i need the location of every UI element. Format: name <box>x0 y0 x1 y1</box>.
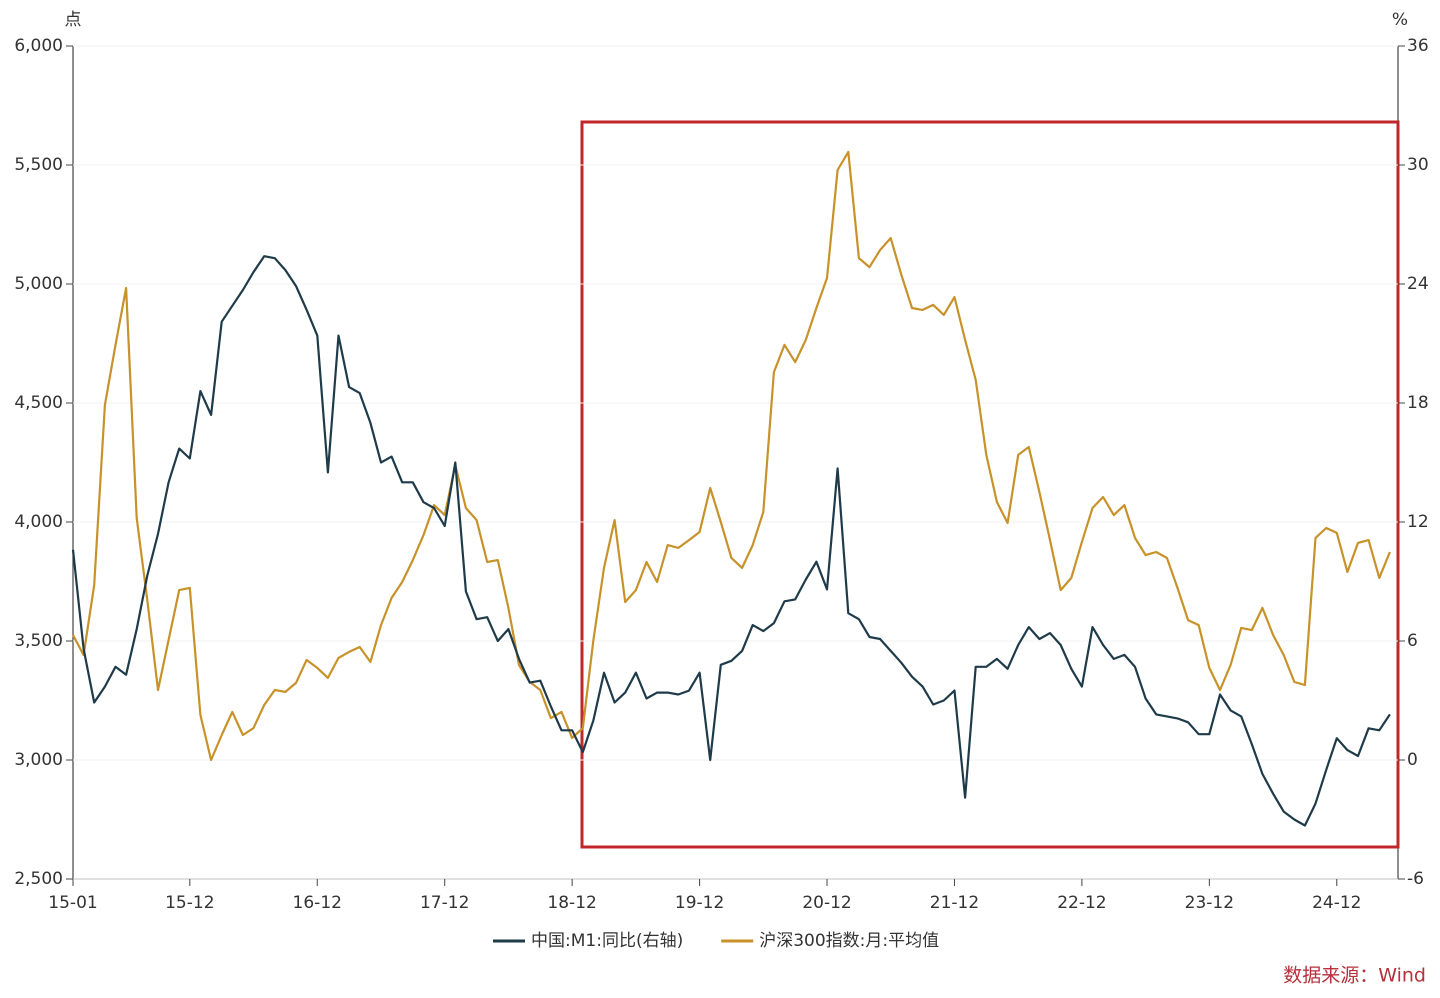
highlight-box <box>580 120 1400 849</box>
y2-unit: % <box>1392 10 1408 30</box>
y-tick-label: 2,500 <box>14 869 63 889</box>
legend-label: 中国:M1:同比(右轴) <box>531 931 683 951</box>
y2-tick-label: 24 <box>1407 274 1429 294</box>
x-tick-label: 24-12 <box>1312 893 1361 913</box>
x-tick-label: 20-12 <box>802 893 851 913</box>
source-note: 数据来源：Wind <box>1283 965 1426 987</box>
y2-tick-label: 30 <box>1407 155 1429 175</box>
x-tick-label: 21-12 <box>930 893 979 913</box>
x-tick-label: 22-12 <box>1057 893 1106 913</box>
y-tick-label: 5,000 <box>14 274 63 294</box>
x-tick-label: 18-12 <box>547 893 596 913</box>
x-tick-label: 19-12 <box>675 893 724 913</box>
y-tick-label: 4,500 <box>14 393 63 413</box>
legend-label: 沪深300指数:月:平均值 <box>759 931 939 951</box>
y2-tick-label: 12 <box>1407 512 1429 532</box>
y2-tick-label: -6 <box>1407 869 1424 889</box>
series-line <box>71 255 1391 827</box>
series-line <box>72 150 1391 762</box>
x-tick-label: 16-12 <box>293 893 342 913</box>
y-unit: 点 <box>65 10 82 30</box>
y-tick-label: 4,000 <box>14 512 63 532</box>
y2-tick-label: 36 <box>1407 36 1429 56</box>
x-tick-label: 15-12 <box>165 893 214 913</box>
y-tick-label: 3,500 <box>14 631 63 651</box>
y-tick-label: 6,000 <box>14 36 63 56</box>
x-tick-label: 15-01 <box>48 893 97 913</box>
y2-tick-label: 0 <box>1407 750 1418 770</box>
y-tick-label: 5,500 <box>14 155 63 175</box>
y-tick-label: 3,000 <box>14 750 63 770</box>
y2-tick-label: 18 <box>1407 393 1429 413</box>
y2-tick-label: 6 <box>1407 631 1418 651</box>
x-tick-label: 23-12 <box>1185 893 1234 913</box>
x-tick-label: 17-12 <box>420 893 469 913</box>
